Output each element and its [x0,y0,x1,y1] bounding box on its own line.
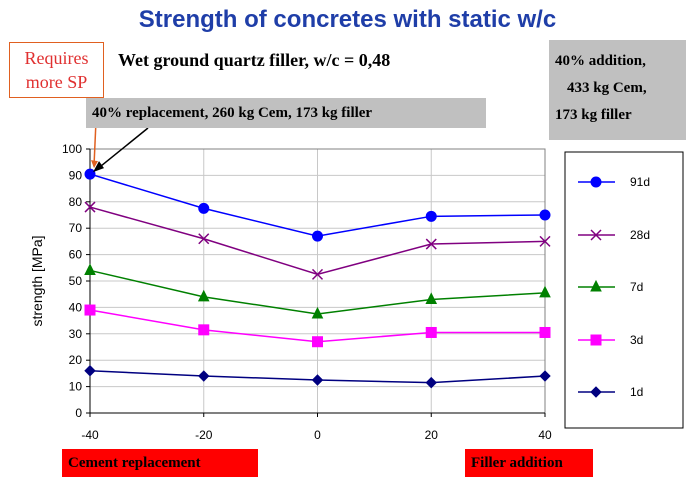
filler-addition-label: Filler addition [465,449,593,477]
data-point-28d [198,233,210,245]
callout-arrowhead [91,160,98,169]
x-stroke [539,235,551,247]
callout-line-1: Requires [24,48,89,68]
data-point-7d [84,263,96,275]
data-point-7d [311,306,324,319]
data-point-91d [425,210,437,222]
legend-label-28d: 28d [630,228,650,242]
y-tick-label: 30 [69,327,83,341]
data-point-28d [84,201,96,213]
data-point-91d [539,209,551,221]
y-tick-label: 40 [69,300,83,314]
data-point-7d [425,292,438,304]
y-axis-label: strength [MPa] [29,235,45,326]
cement-replacement-label: Cement replacement [62,449,258,477]
legend-label-91d: 91d [630,175,650,189]
data-point-3d [539,326,551,338]
y-tick-label: 20 [69,353,83,367]
y-tick-label: 0 [75,406,82,420]
replacement-arrowhead [93,161,104,173]
y-tick-label: 60 [69,248,83,262]
legend-label-7d: 7d [630,280,643,294]
legend-marker-1d [590,386,602,398]
chart-subtitle: Wet ground quartz filler, w/c = 0,48 [118,50,391,70]
data-point-3d [84,304,96,316]
x-stroke [425,238,437,250]
x-tick-label: 40 [538,428,552,442]
x-stroke [590,229,602,241]
y-tick-label: 100 [62,142,82,156]
replacement-info-box: 40% replacement, 260 kg Cem, 173 kg fill… [86,98,486,128]
x-tick-label: -20 [195,428,213,442]
data-point-91d [312,230,323,242]
data-point-1d [84,365,96,377]
legend-marker-3d [590,334,602,346]
legend-label-1d: 1d [630,385,643,399]
chart-axes: 0 10 20 30 40 50 60 70 80 90 100 -40 -20 0 20 40 [62,142,552,442]
x-tick-label: 20 [425,428,439,442]
data-point-3d [312,336,323,348]
y-tick-label: 50 [69,274,83,288]
x-stroke [84,201,96,213]
legend-marker-7d [590,279,602,292]
data-point-28d [425,238,437,250]
data-point-91d [198,202,210,214]
chart-legend: 91d 28d 7d 3d 1d [564,151,684,429]
data-point-91d [84,168,96,180]
addition-info-box: 40% addition, 433 kg Cem, 173 kg filler [549,40,686,140]
data-point-28d [539,235,551,247]
callout-line-2: more SP [25,72,88,92]
y-tick-label: 10 [69,380,83,394]
legend-box [564,151,684,429]
x-stroke [311,268,324,280]
addition-line-2: 433 kg Cem, [567,80,647,96]
data-point-7d [197,289,210,302]
data-point-7d [539,285,551,298]
x-stroke [198,233,210,245]
data-point-1d [425,376,437,389]
data-point-1d [539,370,551,382]
legend-marker-28d [590,229,602,241]
x-tick-label: 0 [314,428,321,442]
data-point-1d [311,374,324,386]
chart-series [84,168,551,389]
addition-line-1: 40% addition, [555,53,646,69]
y-tick-label: 90 [69,168,83,182]
chart-title: Strength of concretes with static w/c [138,6,557,33]
data-point-3d [198,324,210,336]
replacement-arrow [95,127,149,171]
legend-label-3d: 3d [630,333,643,347]
requires-sp-callout: Requires more SP [9,42,104,98]
data-point-28d [311,268,324,280]
y-tick-label: 70 [69,221,83,235]
x-tick-label: -40 [81,428,99,442]
data-point-1d [198,370,210,382]
data-point-3d [425,326,437,338]
addition-line-3: 173 kg filler [555,107,632,123]
y-tick-label: 80 [69,195,83,209]
legend-marker-91d [590,176,602,188]
